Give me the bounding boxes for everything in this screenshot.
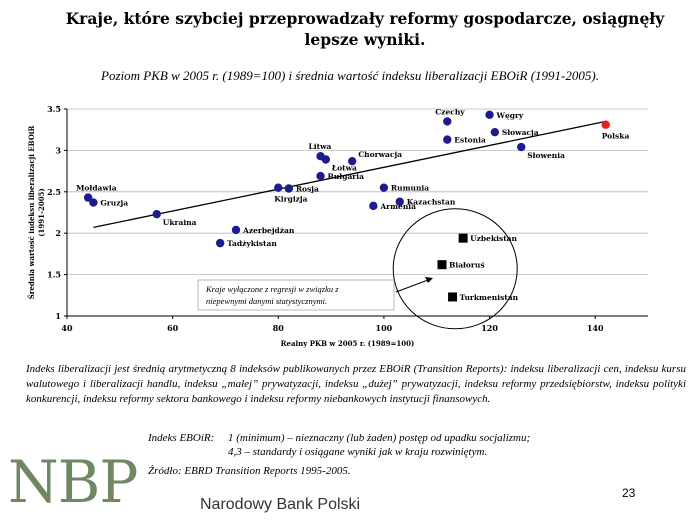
data-point [369,201,378,211]
methodology-note: Indeks liberalizacji jest średnią arytme… [26,363,686,405]
x-axis-label: Realny PKB w 2005 r. (1989=100) [281,339,415,348]
point-label: Tadżykistan [227,239,277,248]
x-tick-label: 40 [61,323,73,333]
point-label: Polska [602,132,630,141]
point-label: Kazachstan [407,198,456,207]
y-tick-label: 3.5 [47,104,61,114]
data-point [379,183,389,192]
point-label: Słowenia [527,151,565,160]
bank-name: Narodowy Bank Polski [200,496,361,513]
point-label: Gruzja [100,199,128,208]
point-label: Armenia [379,202,416,211]
point-label: Bułgaria [328,172,365,181]
point-label: Czechy [435,107,465,116]
data-point [231,225,241,235]
point-label: Rumunia [391,184,429,193]
y-axis-label: Średnia wartość indeksu liberalizacji EB… [27,126,36,300]
index-definition: Indeks EBOiR: 1 (minimum) – nieznaczny (… [148,431,678,459]
trend-line [93,120,606,229]
point-label: Rosja [296,184,319,193]
data-point [215,238,225,248]
x-tick-label: 80 [273,323,285,333]
slide-title: Kraje, które szybciej przeprowadzały ref… [65,9,665,49]
data-point [395,197,404,206]
point-label: Ukraina [163,218,197,227]
index-definition-min: 1 (minimum) – nieznaczny (lub żaden) pos… [228,432,531,444]
data-point [284,184,294,193]
data-point [601,120,610,129]
point-label: Kirgizja [274,195,307,204]
data-point [274,183,283,192]
data-point [321,155,331,164]
y-axis-label-range: (1991-2005) [37,188,46,237]
data-point [316,171,325,181]
x-tick-label: 140 [587,323,604,333]
excluded-label: Białoruś [449,261,485,270]
data-point [490,127,500,137]
slide-subtitle: Poziom PKB w 2005 r. (1989=100) i średni… [101,68,599,83]
data-point [83,193,93,202]
excluded-label: Turkmenistan [460,293,519,302]
data-point [348,156,357,166]
annotation-box [197,279,395,311]
point-label: Azerbejdżan [242,226,295,235]
y-tick-label: 1.5 [47,270,61,280]
y-tick-label: 2 [55,228,61,238]
page-number: 23 [622,486,636,500]
excluded-ellipse [392,208,518,330]
x-tick-label: 100 [376,323,393,333]
point-label: Litwa [309,142,332,151]
y-tick-label: 2.5 [47,187,61,197]
data-point [443,117,452,126]
excluded-point [437,260,447,270]
excluded-point [448,292,458,302]
data-point [89,198,98,207]
annotation-arrow [395,279,429,293]
y-tick-label: 1 [55,311,61,321]
point-label: Chorwacja [358,150,402,159]
annotation-text-2: niepewnymi danymi statystycznymi. [206,296,327,306]
point-label: Mołdawia [76,184,117,193]
data-point [152,209,161,219]
index-definition-label: Indeks EBOiR: [148,432,215,444]
annotation-text-1: Kraje wyłączone z regresji w związku z [205,284,339,294]
x-tick-label: 120 [481,323,498,333]
annotation-arrowhead [425,277,433,283]
excluded-label: Uzbekistan [470,234,517,243]
excluded-point [458,233,468,243]
point-label: Łotwa [332,164,357,173]
source-note: Źródło: EBRD Transition Reports 1995-200… [148,465,351,477]
point-label: Słowacja [502,128,539,137]
index-definition-max: 4,3 – standardy i osiągane wyniki jak w … [228,446,488,458]
nbp-logo: NBP [8,448,138,516]
point-label: Węgry [496,111,524,120]
data-point [517,142,526,152]
point-label: Estonia [454,136,486,145]
y-tick-label: 3 [55,145,61,155]
data-point [443,135,452,144]
data-point [485,110,494,119]
x-tick-label: 60 [167,323,179,333]
